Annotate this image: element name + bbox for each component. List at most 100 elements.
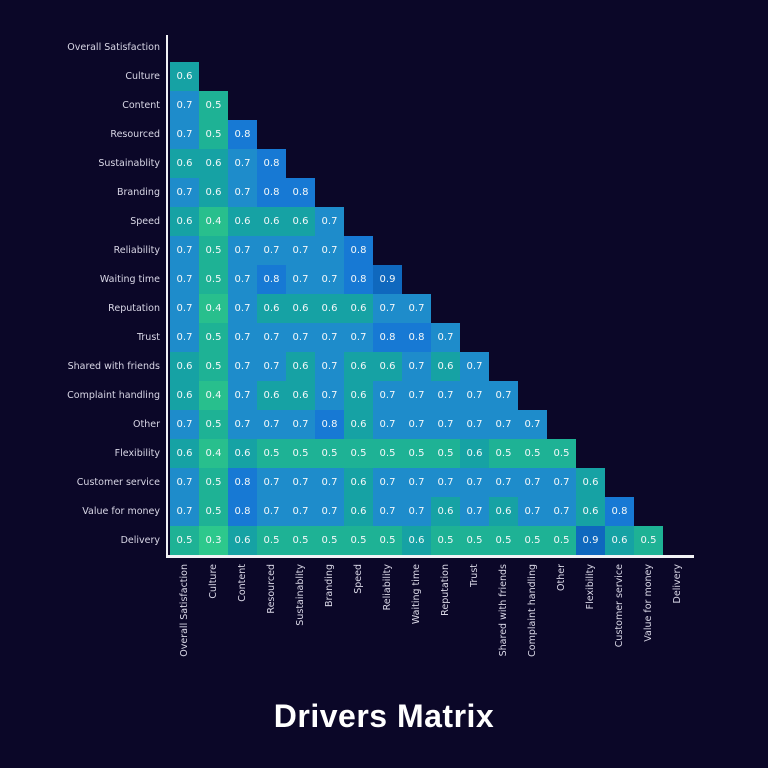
- heatmap-cell: 0.5: [315, 439, 344, 468]
- heatmap-cell: 0.7: [228, 323, 257, 352]
- heatmap-cell: 0.8: [344, 265, 373, 294]
- x-tick-label-wrap: Reputation: [431, 564, 460, 616]
- x-tick-label: Flexibility: [585, 564, 596, 610]
- x-tick-label-wrap: Other: [547, 564, 576, 591]
- heatmap-cell: 0.7: [257, 497, 286, 526]
- heatmap-cell: 0.6: [257, 294, 286, 323]
- heatmap-cell: 0.5: [199, 120, 228, 149]
- heatmap-cell: 0.6: [170, 207, 199, 236]
- heatmap-cell: 0.5: [286, 439, 315, 468]
- heatmap-cell: 0.7: [315, 352, 344, 381]
- heatmap-cell: 0.7: [286, 497, 315, 526]
- heatmap-cell: 0.5: [431, 526, 460, 555]
- heatmap-cell: 0.5: [315, 526, 344, 555]
- heatmap-cell: 0.8: [605, 497, 634, 526]
- heatmap-cell: 0.7: [460, 352, 489, 381]
- x-tick-label-wrap: Reliability: [373, 564, 402, 610]
- heatmap-cell: 0.5: [373, 526, 402, 555]
- x-tick-label: Value for money: [643, 564, 654, 642]
- heatmap-cell: 0.7: [547, 497, 576, 526]
- heatmap-cell: 0.7: [228, 294, 257, 323]
- heatmap-cell: 0.7: [170, 91, 199, 120]
- heatmap-cell: 0.5: [199, 323, 228, 352]
- x-tick-label: Other: [556, 564, 567, 591]
- heatmap-cell: 0.7: [373, 381, 402, 410]
- heatmap-cell: 0.7: [286, 265, 315, 294]
- heatmap-cell: 0.7: [228, 265, 257, 294]
- heatmap-cell: 0.8: [373, 323, 402, 352]
- heatmap-cell: 0.6: [344, 381, 373, 410]
- heatmap-cell: 0.6: [286, 294, 315, 323]
- heatmap-cell: 0.8: [286, 178, 315, 207]
- heatmap-cell: 0.8: [257, 265, 286, 294]
- heatmap-cell: 0.5: [257, 439, 286, 468]
- heatmap-cell: 0.5: [199, 497, 228, 526]
- heatmap-cell: 0.7: [315, 236, 344, 265]
- heatmap-cell: 0.5: [489, 439, 518, 468]
- y-tick-label: Culture: [125, 71, 160, 82]
- heatmap-cell: 0.7: [402, 294, 431, 323]
- heatmap-cell: 0.5: [547, 439, 576, 468]
- heatmap-cell: 0.5: [199, 236, 228, 265]
- heatmap-cell: 0.7: [170, 120, 199, 149]
- heatmap-cell: 0.6: [170, 439, 199, 468]
- heatmap-cell: 0.6: [576, 497, 605, 526]
- heatmap-cell: 0.7: [315, 497, 344, 526]
- heatmap-cell: 0.7: [373, 497, 402, 526]
- y-tick-label: Flexibility: [114, 448, 160, 459]
- heatmap-cell: 0.8: [228, 468, 257, 497]
- x-tick-label: Delivery: [672, 564, 683, 604]
- x-tick-label: Shared with friends: [498, 564, 509, 657]
- heatmap-cell: 0.7: [170, 468, 199, 497]
- x-tick-label-wrap: Shared with friends: [489, 564, 518, 656]
- heatmap-cell: 0.7: [170, 410, 199, 439]
- heatmap-cell: 0.7: [402, 410, 431, 439]
- heatmap-cell: 0.7: [402, 352, 431, 381]
- x-tick-label: Content: [237, 564, 248, 602]
- heatmap-cell: 0.6: [402, 526, 431, 555]
- heatmap-cell: 0.7: [170, 178, 199, 207]
- heatmap-cell: 0.5: [402, 439, 431, 468]
- x-tick-label: Reliability: [382, 564, 393, 611]
- x-tick-label: Overall Satisfaction: [179, 564, 190, 657]
- x-tick-label-wrap: Content: [228, 564, 257, 602]
- heatmap-cell: 0.6: [286, 381, 315, 410]
- x-tick-label: Reputation: [440, 564, 451, 616]
- chart-title: Drivers Matrix: [273, 698, 495, 734]
- y-tick-label: Customer service: [76, 477, 160, 488]
- heatmap-cell: 0.7: [518, 497, 547, 526]
- x-tick-label-wrap: Customer service: [605, 564, 634, 647]
- heatmap-cell: 0.7: [170, 236, 199, 265]
- heatmap-cell: 0.8: [228, 497, 257, 526]
- heatmap-cell: 0.6: [344, 410, 373, 439]
- x-tick-label: Branding: [324, 564, 335, 607]
- heatmap-cell: 0.7: [286, 410, 315, 439]
- heatmap-cell: 0.6: [257, 207, 286, 236]
- heatmap-cell: 0.7: [489, 381, 518, 410]
- x-tick-label: Complaint handling: [527, 564, 538, 657]
- y-tick-label: Sustainablity: [98, 158, 160, 169]
- heatmap-cell: 0.7: [431, 381, 460, 410]
- heatmap-cell: 0.6: [228, 439, 257, 468]
- heatmap-cell: 0.6: [199, 178, 228, 207]
- heatmap-cell: 0.6: [373, 352, 402, 381]
- x-tick-label: Speed: [353, 564, 364, 594]
- heatmap-cell: 0.6: [315, 294, 344, 323]
- y-axis-line: [165, 35, 168, 557]
- heatmap-cell: 0.5: [199, 352, 228, 381]
- heatmap-cell: 0.6: [344, 294, 373, 323]
- heatmap-cell: 0.7: [228, 352, 257, 381]
- heatmap-cell: 0.6: [170, 62, 199, 91]
- heatmap-cell: 0.7: [315, 323, 344, 352]
- heatmap-cell: 0.8: [228, 120, 257, 149]
- heatmap-cell: 0.7: [518, 468, 547, 497]
- heatmap-cell: 0.6: [576, 468, 605, 497]
- heatmap-cell: 0.7: [257, 236, 286, 265]
- heatmap-cell: 0.7: [286, 323, 315, 352]
- heatmap-cell: 0.5: [518, 526, 547, 555]
- heatmap-cell: 0.7: [431, 468, 460, 497]
- y-tick-label: Branding: [117, 187, 160, 198]
- heatmap-cell: 0.7: [228, 149, 257, 178]
- y-tick-label: Shared with friends: [67, 361, 160, 372]
